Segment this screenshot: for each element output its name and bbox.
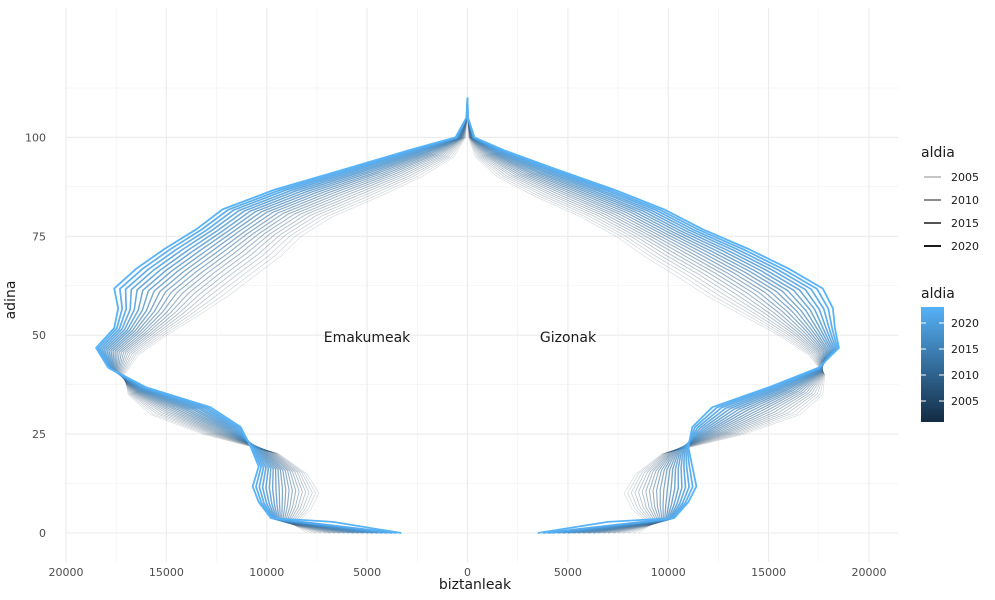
series-line-female-2007 (118, 97, 468, 534)
series-line-male-2009 (466, 97, 823, 534)
legend-colour-label: 2020 (951, 317, 979, 330)
series-line-female-2004 (121, 97, 468, 534)
y-tick-label: 75 (32, 230, 46, 243)
legend-linewidth-title: aldia (921, 145, 955, 161)
series-line-female-2001 (123, 97, 468, 534)
y-tick-label: 0 (39, 527, 46, 540)
x-tick-label: 10000 (249, 566, 284, 579)
legend-colour-title: aldia (921, 286, 955, 302)
series-line-female-2011 (115, 97, 469, 534)
series-line-male-2001 (467, 97, 826, 534)
series-line-female-2019 (99, 97, 469, 534)
series-line-male-2006 (467, 97, 824, 534)
y-tick-label: 100 (25, 131, 46, 144)
annotation-emakumeak: Emakumeak (324, 330, 411, 346)
series-line-male-2002 (467, 97, 825, 534)
series-line-male-2004 (467, 97, 825, 534)
x-tick-label: 15000 (751, 566, 786, 579)
series-line-female-2018 (101, 97, 469, 534)
legend-colour-bar (921, 307, 944, 422)
series-line-male-2011 (466, 97, 825, 534)
series-line-female-2015 (108, 97, 469, 534)
series-line-female-2021 (95, 97, 469, 534)
series-line-male-2003 (467, 97, 825, 534)
legend-linewidth: aldia 2005 2010 2015 2020 (921, 145, 979, 253)
legend-linewidth-label: 2015 (951, 217, 979, 230)
x-tick-label: 5000 (353, 566, 381, 579)
y-tick-label: 25 (32, 428, 46, 441)
series-line-male-2014 (466, 97, 829, 534)
series-line-female-2016 (105, 97, 469, 534)
x-tick-label: 20000 (852, 566, 887, 579)
axis-tick-labels: 20000 15000 10000 5000 0 5000 10000 15000 20000 0… (25, 131, 887, 579)
series-line-female-2017 (103, 97, 469, 534)
y-tick-label: 50 (32, 329, 46, 342)
series-line-female-2020 (97, 97, 469, 534)
legend-linewidth-label: 2020 (951, 240, 979, 253)
series-line-male-2015 (466, 97, 831, 534)
series-line-female-2006 (119, 97, 468, 534)
series-line-male-2012 (466, 97, 826, 534)
legend-linewidth-label: 2010 (951, 194, 979, 207)
series-line-male-2019 (466, 97, 837, 534)
series-line-male-2017 (466, 97, 834, 534)
series-line-male-2013 (466, 97, 828, 534)
x-tick-label: 15000 (149, 566, 184, 579)
legend-colour-label: 2005 (951, 395, 979, 408)
gridlines (65, 8, 898, 562)
series-line-female-2010 (116, 97, 469, 534)
y-axis-title: adina (3, 281, 19, 320)
legend-linewidth-label: 2005 (951, 171, 979, 184)
annotation-gizonak: Gizonak (540, 330, 597, 346)
series-line-female-2002 (123, 97, 468, 534)
series-line-male-2005 (467, 97, 825, 534)
series-line-male-2018 (466, 97, 836, 534)
series-line-female-2005 (120, 97, 468, 534)
x-axis-title: biztanleak (439, 577, 512, 593)
series-line-male-2010 (466, 97, 823, 534)
series-line-female-2014 (110, 97, 469, 534)
series-lines (95, 97, 840, 534)
x-tick-label: 5000 (554, 566, 582, 579)
series-line-male-2016 (466, 97, 833, 534)
series-line-female-2009 (117, 97, 469, 534)
legend-colour: aldia 2020 2015 2010 2005 (921, 286, 979, 422)
series-line-female-2008 (118, 97, 469, 534)
legend-colour-label: 2010 (951, 369, 979, 382)
x-tick-label: 0 (464, 566, 471, 579)
series-line-male-2021 (466, 97, 840, 534)
series-line-female-2013 (112, 97, 469, 534)
series-line-female-2012 (114, 97, 469, 534)
series-line-male-2007 (467, 97, 824, 534)
x-tick-label: 10000 (651, 566, 686, 579)
series-line-male-2020 (466, 97, 839, 534)
series-line-male-2008 (466, 97, 824, 534)
series-line-female-2003 (122, 97, 468, 534)
legend-colour-label: 2015 (951, 343, 979, 356)
x-tick-label: 20000 (49, 566, 84, 579)
